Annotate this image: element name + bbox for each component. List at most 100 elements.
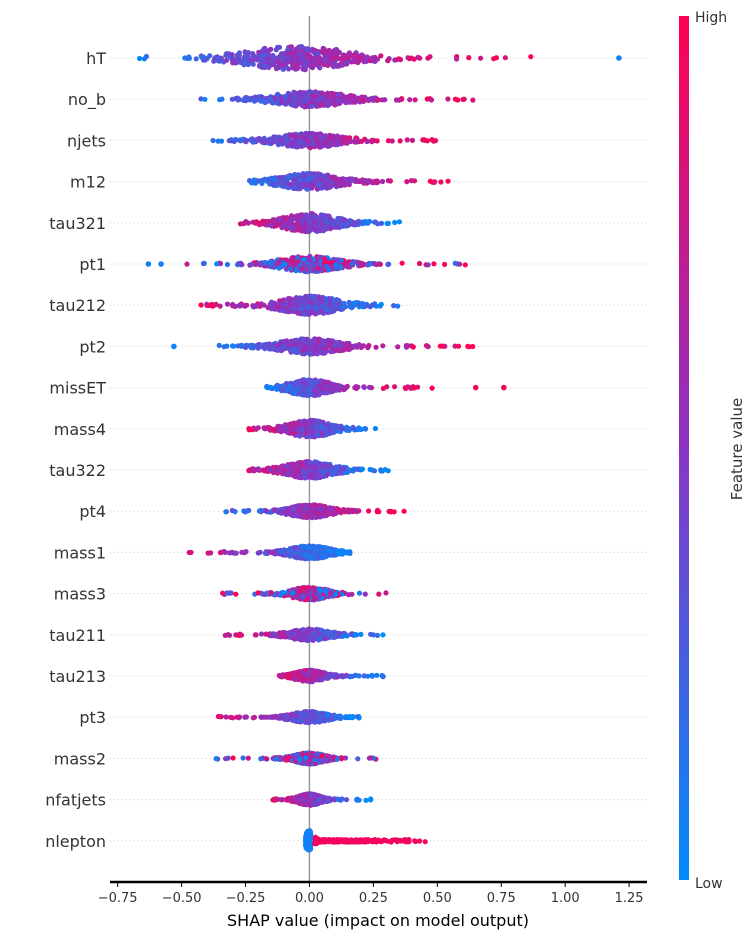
shap-point	[291, 389, 297, 395]
shap-point	[288, 182, 294, 188]
shap-point	[308, 134, 314, 140]
shap-point	[321, 469, 327, 475]
shap-point	[229, 52, 235, 58]
shap-point	[409, 137, 415, 143]
data-points	[137, 44, 622, 853]
shap-point	[373, 344, 379, 350]
shap-point	[397, 138, 403, 144]
shap-point	[415, 54, 421, 60]
shap-point	[198, 302, 204, 308]
shap-point	[380, 343, 386, 349]
shap-point	[276, 221, 282, 227]
shap-point	[295, 220, 301, 226]
shap-point	[252, 94, 258, 100]
shap-point	[396, 219, 402, 225]
shap-point	[342, 217, 348, 223]
shap-point	[351, 52, 357, 58]
shap-point	[411, 56, 417, 62]
shap-point	[249, 136, 255, 142]
shap-point	[238, 260, 244, 266]
shap-point	[392, 219, 398, 226]
shap-point	[319, 102, 325, 108]
shap-point	[292, 176, 298, 182]
shap-point	[328, 180, 334, 186]
feature-row-pt4	[223, 502, 407, 521]
shap-point	[280, 66, 286, 72]
shap-point	[184, 55, 190, 61]
shap-point	[301, 173, 307, 179]
shap-point	[323, 49, 329, 55]
shap-point	[242, 53, 248, 60]
shap-point	[347, 218, 353, 224]
shap-point	[214, 261, 220, 267]
shap-point	[300, 348, 306, 354]
shap-point	[502, 55, 508, 61]
shap-point	[425, 262, 431, 268]
feature-row-mass4	[246, 417, 378, 440]
shap-point	[247, 97, 253, 103]
shap-point	[339, 56, 345, 62]
shap-point	[301, 256, 308, 262]
shap-point	[299, 297, 305, 303]
shap-point	[331, 64, 337, 70]
shap-point	[374, 56, 381, 62]
shap-point	[427, 178, 433, 184]
shap-point	[281, 55, 287, 62]
shap-point	[234, 58, 241, 64]
shap-point	[319, 299, 325, 305]
shap-point	[305, 304, 311, 310]
shap-point	[216, 342, 222, 348]
shap-point	[257, 57, 263, 63]
shap-point	[355, 59, 361, 66]
shap-point	[251, 304, 257, 310]
shap-point	[320, 462, 326, 468]
shap-point	[200, 260, 206, 267]
shap-point	[363, 178, 369, 184]
shap-point	[333, 51, 339, 57]
shap-outlier-point	[145, 261, 152, 267]
shap-point	[264, 219, 270, 225]
shap-point	[297, 92, 303, 98]
shap-point	[316, 182, 322, 188]
shap-point	[287, 133, 293, 139]
shap-point	[361, 59, 367, 65]
shap-point	[303, 131, 309, 137]
shap-point	[367, 218, 373, 225]
feature-row-m12	[247, 170, 451, 192]
shap-point	[429, 385, 435, 391]
shap-point	[324, 390, 330, 396]
shap-point	[438, 179, 444, 185]
shap-point	[328, 50, 335, 56]
shap-point	[352, 222, 358, 228]
shap-point	[341, 135, 347, 141]
shap-point	[141, 56, 147, 62]
shap-point	[315, 54, 321, 60]
shap-point	[283, 133, 289, 139]
shap-point	[355, 384, 361, 390]
feature-row-tau322	[246, 459, 391, 481]
shap-point	[311, 293, 317, 299]
shap-point	[385, 178, 391, 184]
shap-point	[326, 426, 332, 432]
shap-point	[337, 177, 343, 184]
shap-point	[327, 226, 333, 232]
shap-point	[322, 256, 328, 262]
shap-point	[420, 137, 426, 143]
shap-point	[313, 222, 319, 228]
shap-point	[210, 137, 216, 144]
shap-point	[238, 138, 244, 144]
shap-point	[275, 304, 281, 310]
shap-point	[405, 343, 411, 349]
shap-point	[311, 213, 317, 219]
shap-point	[432, 138, 439, 144]
shap-point	[303, 430, 309, 436]
shap-point	[235, 97, 241, 103]
shap-point	[346, 299, 352, 305]
shap-point	[306, 419, 312, 425]
shap-point	[319, 349, 325, 355]
shap-point	[282, 138, 288, 144]
shap-point	[399, 260, 405, 266]
shap-point	[280, 383, 286, 389]
shap-point	[350, 468, 356, 474]
